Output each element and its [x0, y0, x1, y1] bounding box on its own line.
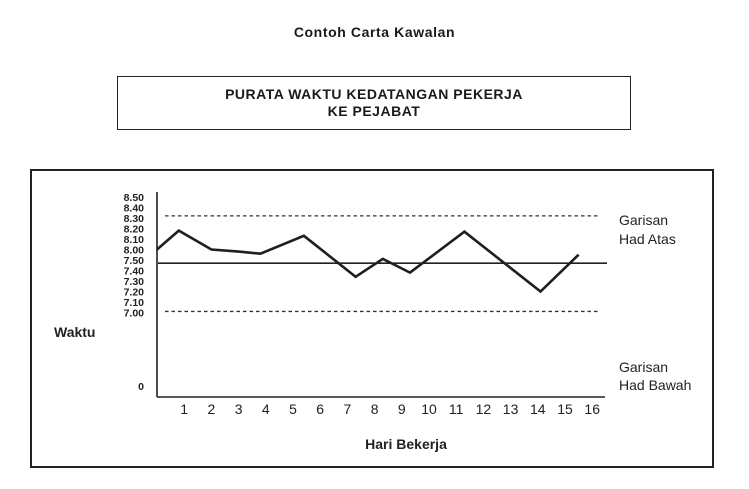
x-tick-label: 16: [584, 401, 600, 417]
y-tick-label: 8.20: [124, 224, 145, 236]
y-tick-label: 8.10: [124, 234, 145, 246]
x-tick-label: 4: [262, 401, 270, 417]
y-tick-label: 7.30: [124, 276, 145, 288]
y-tick-label: 7.40: [124, 266, 145, 278]
x-tick-label: 9: [398, 401, 406, 417]
y-axis-label: Waktu: [54, 324, 95, 340]
chart-title-box: PURATA WAKTU KEDATANGAN PEKERJA KE PEJAB…: [117, 76, 631, 130]
chart-title-line-1: PURATA WAKTU KEDATANGAN PEKERJA: [225, 86, 523, 102]
x-tick-label: 10: [421, 401, 437, 417]
x-tick-label: 2: [208, 401, 216, 417]
x-axis-label: Hari Bekerja: [365, 436, 447, 452]
x-tick-label: 6: [316, 401, 324, 417]
upper-limit-label-line-1: Garisan: [619, 212, 668, 228]
series-line: [156, 229, 580, 294]
x-tick-label: 11: [449, 401, 464, 417]
chart-title-line-2: KE PEJABAT: [327, 103, 421, 119]
control-lines: [158, 215, 607, 313]
page-heading: Contoh Carta Kawalan: [293, 24, 456, 40]
x-tick-label: 1: [180, 401, 188, 417]
chart-frame: [30, 169, 714, 468]
x-tick-labels: 1 2 3 4 5 6 7 8 9 10 11 12 13 14 15 16: [180, 401, 600, 417]
axes: [156, 192, 605, 398]
y-tick-label: 7.00: [124, 308, 145, 320]
y-tick-label: 8.40: [124, 203, 145, 215]
upper-limit-label-line-2: Had Atas: [619, 231, 676, 247]
lower-limit-label-line-1: Garisan: [619, 359, 668, 375]
y-tick-label: 7.20: [124, 287, 145, 299]
x-tick-label: 12: [476, 401, 492, 417]
y-tick-label: 0: [138, 381, 144, 393]
y-tick-labels: 8.508.408.308.208.108.007.507.407.307.20…: [124, 192, 145, 393]
x-tick-label: 5: [289, 401, 297, 417]
x-tick-label: 15: [557, 401, 573, 417]
series: [156, 229, 580, 294]
x-tick-label: 7: [344, 401, 352, 417]
y-tick-label: 8.00: [124, 245, 145, 257]
y-tick-label: 8.30: [124, 213, 145, 225]
y-tick-label: 8.50: [124, 192, 145, 204]
y-tick-label: 7.50: [124, 255, 145, 267]
x-tick-label: 14: [530, 401, 546, 417]
x-tick-label: 8: [371, 401, 379, 417]
y-tick-label: 7.10: [124, 297, 145, 309]
x-tick-label: 13: [503, 401, 519, 417]
lower-limit-label-line-2: Had Bawah: [619, 377, 691, 393]
x-tick-label: 3: [235, 401, 243, 417]
